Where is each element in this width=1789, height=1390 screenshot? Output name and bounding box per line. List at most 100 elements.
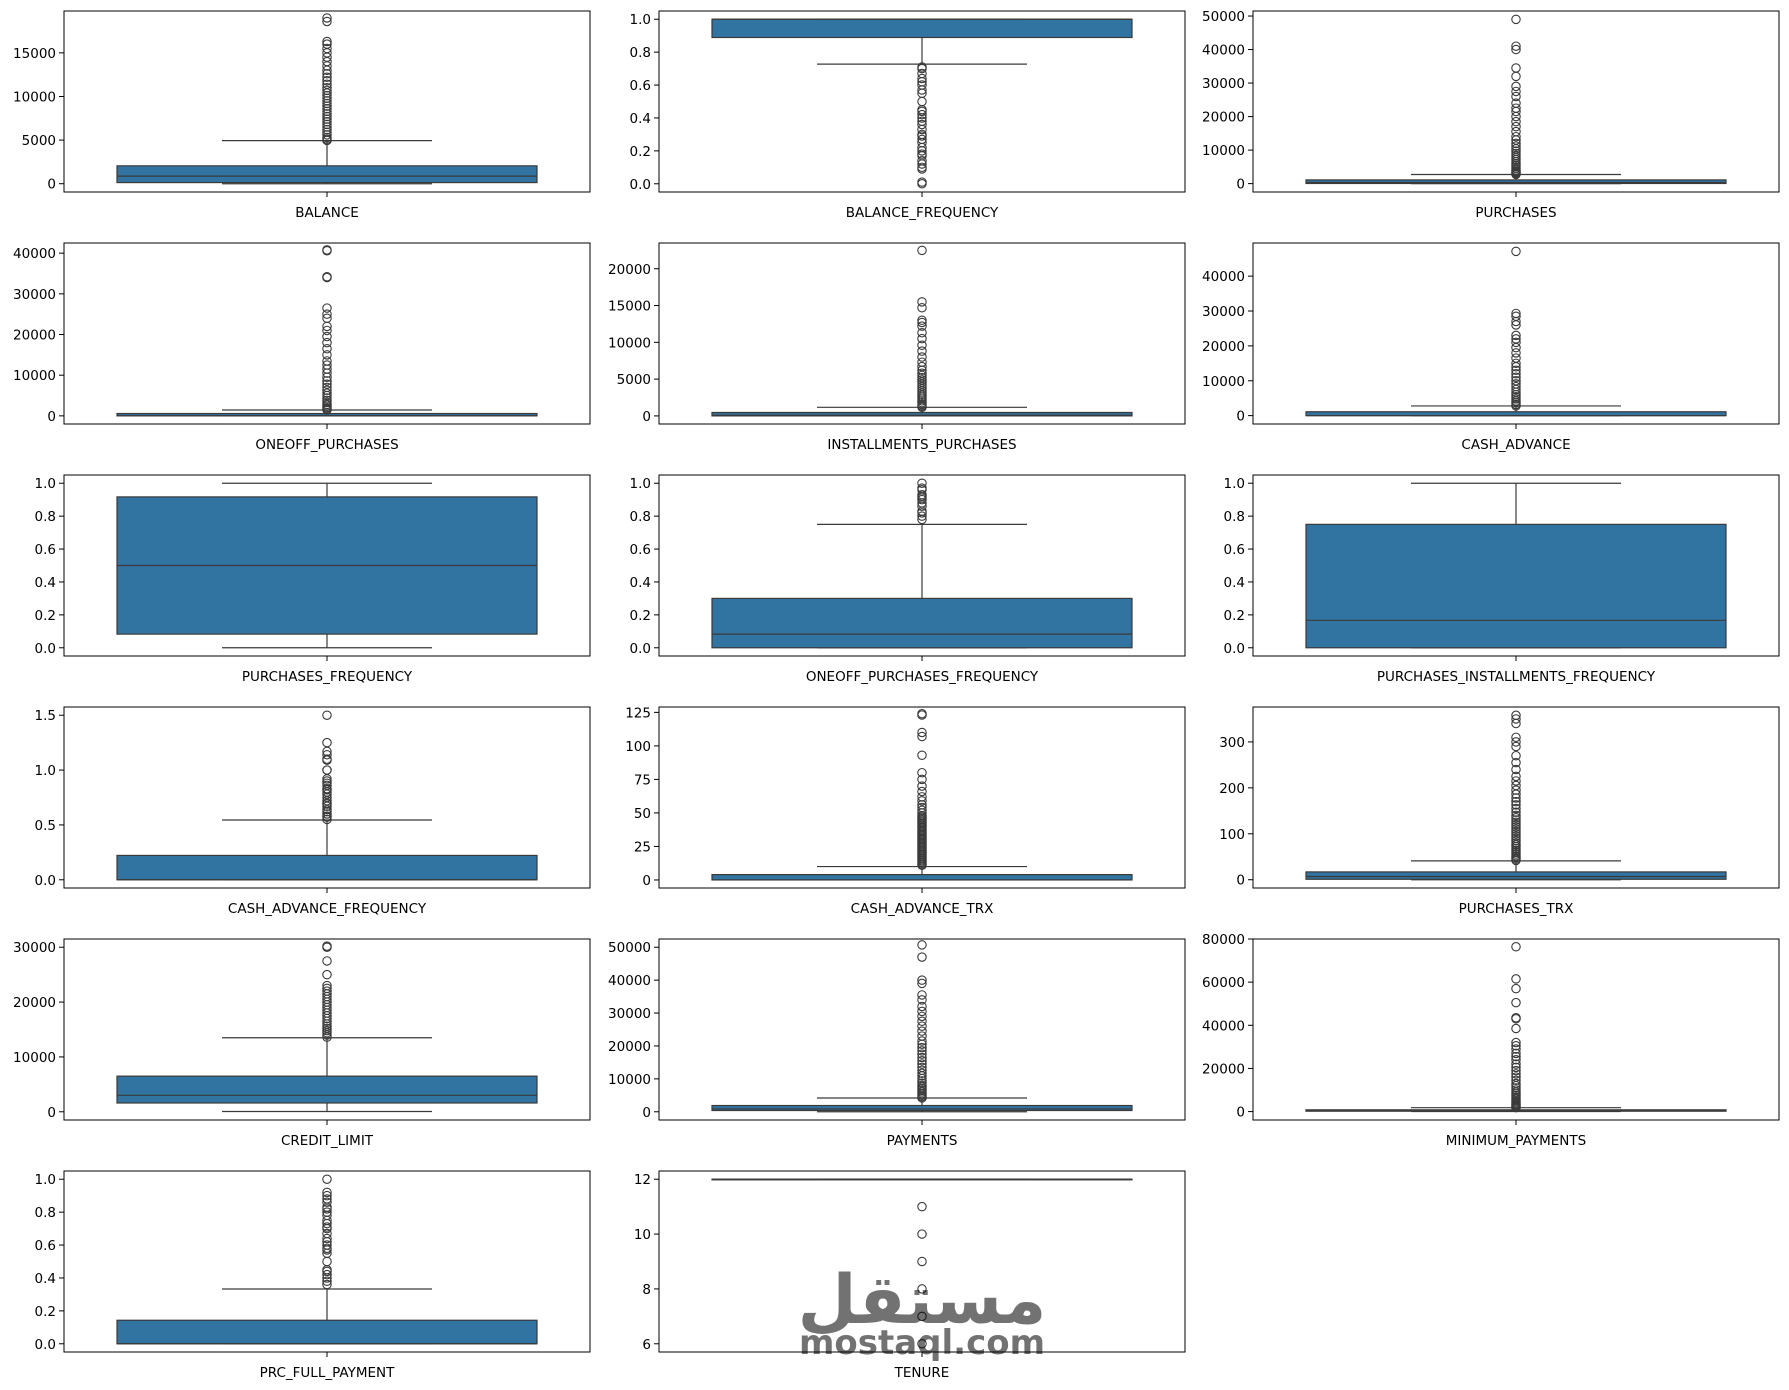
- outlier-point: [322, 1207, 332, 1217]
- iqr-box: [116, 1075, 538, 1104]
- subplot-minimum-payments: 0 20000 40000 60000 80000 MINIMUM_PAYMENTS: [1202, 932, 1780, 1149]
- outlier-point: [1511, 353, 1521, 363]
- outlier-point: [917, 1311, 927, 1322]
- y-tick-label: 80000: [1202, 932, 1245, 948]
- subplot-balance: 0 5000 10000 15000 BALANCE: [13, 10, 591, 221]
- outlier-point: [1511, 1062, 1521, 1073]
- outlier-point: [322, 76, 332, 86]
- y-tick-label: 0.0: [630, 177, 651, 193]
- y-tick-label: 20000: [608, 262, 651, 278]
- outlier-point: [917, 767, 927, 778]
- outlier-point: [1511, 1059, 1521, 1069]
- subplot-prc-full-payment: 0.0 0.2 0.4 0.6 0.8 1.0 PRC_FULL_PAYMENT: [35, 1170, 591, 1381]
- outlier-point: [917, 1201, 927, 1212]
- outlier-point: [1511, 126, 1521, 137]
- outlier-point: [1511, 796, 1521, 807]
- outlier-point: [917, 1052, 927, 1063]
- y-tick-label: 0.2: [35, 1304, 56, 1320]
- outlier-point: [1511, 141, 1521, 151]
- outlier-point: [1511, 1048, 1521, 1059]
- y-tick-label: 0.6: [630, 542, 651, 558]
- outlier-point: [322, 360, 332, 370]
- y-tick-label: 5000: [617, 372, 651, 388]
- y-tick-label: 10000: [608, 1072, 651, 1088]
- y-tick-label: 10000: [13, 89, 56, 105]
- outlier-point: [1511, 983, 1521, 994]
- outlier-point: [917, 786, 927, 797]
- x-axis-label: PURCHASES_TRX: [1459, 901, 1574, 917]
- outlier-point: [1511, 376, 1521, 386]
- outlier-point: [917, 177, 927, 187]
- outlier-point: [1511, 831, 1521, 841]
- y-tick-label: 0.8: [630, 45, 651, 61]
- x-axis-label: ONEOFF_PURCHASES_FREQUENCY: [806, 669, 1039, 685]
- y-tick-label: 0.8: [35, 509, 56, 525]
- outlier-point: [322, 956, 332, 966]
- outlier-point: [1511, 146, 1521, 156]
- outlier-point: [322, 39, 332, 49]
- outlier-point: [917, 805, 927, 815]
- y-tick-label: 125: [625, 705, 651, 721]
- y-tick-label: 15000: [13, 46, 56, 62]
- outlier-point: [1511, 91, 1521, 102]
- y-tick-label: 0.0: [1224, 641, 1245, 657]
- outlier-point: [322, 941, 332, 951]
- y-tick-label: 40000: [13, 246, 56, 262]
- outlier-point: [917, 774, 927, 785]
- y-tick-label: 60000: [1202, 975, 1245, 991]
- outlier-point: [322, 754, 332, 764]
- outlier-point: [917, 489, 927, 500]
- outlier-point: [322, 1194, 332, 1204]
- y-tick-label: 0: [47, 177, 56, 193]
- outlier-point: [1511, 780, 1521, 791]
- outlier-point: [1511, 41, 1521, 51]
- y-tick-label: 0: [47, 409, 56, 425]
- y-tick-label: 100: [1219, 827, 1245, 843]
- subplot-oneoff-purchases: 0 10000 20000 30000 40000 ONEOFF_PURCHASES: [13, 242, 591, 453]
- outlier-point: [322, 393, 332, 403]
- axes-frame: [1252, 10, 1780, 193]
- subplot-oneoff-purchases-frequency: 0.0 0.2 0.4 0.6 0.8 1.0 ONEOFF_PURCHASES_FREQU…: [630, 474, 1186, 685]
- y-tick-label: 0.2: [35, 608, 56, 624]
- outlier-point: [917, 1046, 927, 1056]
- axes-frame: [658, 10, 1186, 193]
- outlier-point: [917, 727, 927, 738]
- y-tick-label: 0: [1236, 177, 1245, 193]
- iqr-box: [1305, 523, 1727, 649]
- axes-frame: [1252, 242, 1780, 425]
- outlier-point: [1511, 819, 1521, 830]
- outlier-point: [1511, 379, 1521, 389]
- y-tick-label: 1.0: [630, 476, 651, 492]
- outlier-point: [917, 109, 927, 120]
- outlier-point: [322, 1190, 332, 1201]
- outlier-point: [917, 978, 927, 989]
- outlier-point: [1511, 138, 1521, 149]
- outlier-point: [1511, 369, 1521, 379]
- outlier-point: [1511, 337, 1521, 348]
- subplot-installments-purchases: 0 5000 10000 15000 20000 INSTALLMENTS_PURCHAS…: [608, 242, 1186, 453]
- outlier-point: [1511, 812, 1521, 823]
- outlier-point: [1511, 785, 1521, 795]
- x-axis-label: CASH_ADVANCE_FREQUENCY: [228, 901, 427, 917]
- outlier-point: [322, 1279, 332, 1290]
- mostaql-watermark: مستقل mostaql.com: [798, 1261, 1047, 1363]
- outlier-point: [322, 1228, 332, 1239]
- outlier-point: [1511, 330, 1521, 341]
- outlier-point: [1511, 308, 1521, 319]
- y-tick-label: 0: [642, 1105, 651, 1121]
- iqr-box: [1305, 179, 1727, 185]
- outlier-point: [322, 737, 332, 748]
- outlier-point: [1511, 1069, 1521, 1079]
- outlier-point: [917, 62, 927, 72]
- outlier-point: [917, 155, 927, 166]
- outlier-point: [1511, 1037, 1521, 1048]
- y-tick-label: 10000: [1202, 374, 1245, 390]
- y-tick-label: 10000: [13, 1050, 56, 1066]
- outlier-point: [917, 1042, 927, 1053]
- outlier-point: [917, 1021, 927, 1031]
- y-tick-label: 0.4: [630, 111, 651, 127]
- y-tick-label: 10: [634, 1227, 651, 1243]
- outlier-point: [1511, 358, 1521, 369]
- outlier-point: [1511, 334, 1521, 344]
- outlier-point: [917, 328, 927, 338]
